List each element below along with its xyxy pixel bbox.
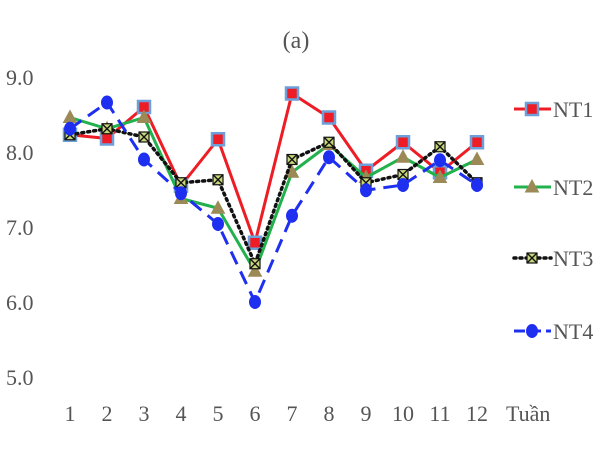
y-tick-label: 8.0: [6, 140, 34, 165]
legend-marker-nt2: [524, 178, 540, 193]
legend-label-nt3: NT3: [553, 246, 593, 271]
nt3-point: [286, 153, 298, 166]
legend-marker-nt1: [524, 101, 540, 117]
x-tick-label: 11: [429, 401, 450, 426]
y-axis-tick-labels: 5.0 6.0 7.0 8.0 9.0: [6, 65, 34, 390]
nt3-point: [323, 136, 335, 148]
nt3-series: [64, 123, 483, 270]
x-tick-label: 8: [324, 401, 335, 426]
nt2-point: [247, 263, 263, 277]
nt2-point: [432, 169, 448, 183]
nt4-point: [138, 152, 150, 167]
nt1-point: [469, 135, 485, 150]
nt3-point: [249, 258, 261, 270]
y-tick-label: 7.0: [6, 215, 34, 240]
nt4-point: [249, 295, 261, 309]
nt2-point: [210, 200, 226, 214]
x-tick-label: 3: [139, 401, 150, 426]
nt2-point: [469, 151, 485, 165]
series-layer: [62, 86, 485, 309]
legend-item-nt2: NT2: [514, 175, 593, 200]
legend-item-nt1: NT1: [514, 97, 593, 122]
x-tick-label: 1: [65, 401, 76, 426]
nt1-point: [247, 235, 263, 250]
nt2-point: [62, 109, 78, 123]
legend: NT1 NT2 NT3 NT4: [512, 97, 593, 344]
nt3-point: [138, 131, 150, 143]
nt3-point: [101, 123, 113, 135]
legend-item-nt4: NT4: [514, 319, 593, 344]
x-tick-label: 9: [361, 401, 372, 426]
y-tick-label: 6.0: [6, 290, 34, 315]
nt4-point: [64, 121, 76, 136]
chart-title: (a): [283, 28, 310, 54]
nt4-point: [434, 153, 446, 168]
legend-label-nt4: NT4: [553, 319, 593, 344]
y-tick-label: 5.0: [6, 365, 34, 390]
nt4-point: [286, 208, 298, 223]
legend-marker-nt4: [526, 324, 538, 338]
nt1-point: [210, 132, 226, 147]
nt2-series: [62, 109, 485, 277]
legend-label-nt1: NT1: [553, 97, 593, 122]
nt2-point: [395, 149, 411, 163]
x-tick-label: 6: [250, 401, 261, 426]
nt1-point: [321, 110, 337, 125]
nt2-point: [136, 109, 152, 123]
nt4-point: [397, 178, 409, 192]
nt4-point: [471, 178, 483, 192]
x-tick-label: 2: [102, 401, 113, 426]
nt1-point: [284, 86, 300, 101]
nt4-series: [64, 95, 483, 309]
legend-label-nt2: NT2: [553, 175, 593, 200]
x-tick-label: 12: [466, 401, 488, 426]
nt3-point: [434, 141, 446, 153]
x-tick-label: 7: [287, 401, 298, 426]
x-axis-title: Tuần: [506, 401, 550, 426]
nt4-point: [323, 150, 335, 165]
x-tick-label: 4: [176, 401, 187, 426]
x-tick-label: 5: [213, 401, 224, 426]
nt4-point: [175, 186, 187, 201]
nt1-point: [395, 135, 411, 150]
nt3-line: [68, 127, 479, 266]
x-axis-tick-labels: 1 2 3 4 5 6 7 8 9 10 11 12: [65, 401, 489, 426]
legend-item-nt3: NT3: [512, 246, 593, 271]
nt4-point: [101, 95, 113, 110]
nt4-point: [212, 217, 224, 231]
nt4-point: [360, 183, 372, 198]
nt4-line: [69, 101, 478, 304]
nt3-point: [212, 174, 224, 186]
x-tick-label: 10: [392, 401, 414, 426]
legend-marker-nt3: [526, 252, 538, 264]
y-tick-label: 9.0: [6, 65, 34, 90]
